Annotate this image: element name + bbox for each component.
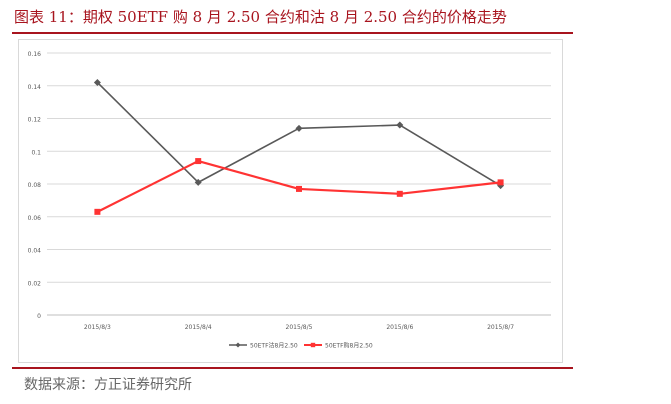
y-tick-label: 0.06: [28, 215, 42, 222]
top-rule: [12, 32, 573, 34]
data-point: [396, 190, 403, 197]
bottom-rule: [12, 367, 573, 369]
data-point: [93, 78, 101, 86]
data-point: [195, 158, 202, 165]
y-tick-label: 0.14: [28, 84, 42, 91]
x-tick-label: 2015/8/4: [185, 324, 212, 331]
y-tick-label: 0.02: [28, 280, 42, 287]
x-tick-label: 2015/8/5: [286, 324, 313, 331]
x-tick-label: 2015/8/3: [84, 324, 111, 331]
y-tick-label: 0.04: [28, 248, 42, 255]
line-chart: 0 0.02 0.04 0.06 0.08 0.1 0.12 0.14 0.16 2015/8/3…: [28, 51, 551, 350]
y-tick-label: 0.1: [31, 149, 41, 156]
y-tick-label: 0.16: [28, 51, 42, 58]
figure-title: 图表 11：期权 50ETF 购 8 月 2.50 合约和沽 8 月 2.50 …: [14, 8, 507, 26]
legend-label: 50ETF沽8月2.50: [250, 342, 298, 350]
y-tick-label: 0: [37, 313, 41, 320]
data-point: [497, 179, 504, 186]
y-tick-label: 0.12: [28, 117, 42, 124]
legend-label: 50ETF购8月2.50: [325, 342, 373, 350]
chart-frame: 0 0.02 0.04 0.06 0.08 0.1 0.12 0.14 0.16 2015/8/3…: [18, 39, 563, 363]
legend-swatch-marker: [235, 342, 241, 348]
data-point: [295, 124, 303, 132]
data-point: [194, 178, 202, 186]
x-tick-label: 2015/8/6: [386, 324, 413, 331]
x-tick-label: 2015/8/7: [487, 324, 514, 331]
legend-swatch-marker: [310, 342, 316, 348]
data-point: [94, 208, 101, 215]
data-point: [296, 185, 302, 192]
source-note: 数据来源：方正证券研究所: [24, 377, 192, 393]
series-line: [96, 81, 502, 187]
data-point: [396, 121, 404, 129]
y-tick-label: 0.08: [28, 182, 42, 189]
